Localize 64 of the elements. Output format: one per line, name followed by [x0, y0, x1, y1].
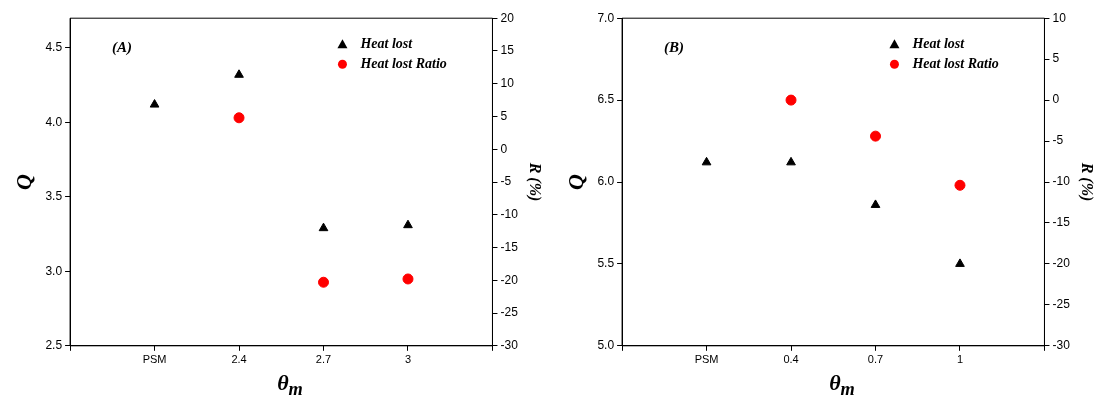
y2-tick-label: -25: [1052, 297, 1071, 312]
point: [318, 222, 329, 232]
y2-tick-label: -10: [500, 207, 519, 222]
annotation: (B): [664, 39, 685, 57]
point: [233, 112, 245, 124]
y2-tick-label: 10: [500, 76, 515, 91]
y2-tick-label: -5: [500, 174, 512, 189]
point: [785, 94, 797, 106]
y2-tick-label: 0: [1052, 92, 1060, 107]
y2-tick-label: -15: [500, 239, 519, 254]
x-tick-label: 1: [956, 353, 964, 366]
y-tick-label: 5.0: [597, 338, 615, 353]
legend-label: Heat lost Ratio: [911, 55, 999, 71]
y2-tick-label: -10: [1052, 174, 1071, 189]
point: [318, 276, 330, 288]
x-tick-label: 0.7: [867, 353, 884, 366]
y2-tick-label: 0: [500, 141, 508, 156]
y2-tick-label: 20: [500, 10, 515, 25]
x-tick-label: PSM: [142, 353, 167, 366]
y2-tick-label: -25: [500, 305, 519, 320]
point: [870, 199, 881, 208]
point: [955, 258, 965, 267]
y-tick-label: 4.5: [45, 40, 63, 55]
y2-axis-title: R (%): [1078, 161, 1097, 202]
point: [954, 179, 966, 191]
point: [403, 219, 413, 229]
y-axis-title: Q: [562, 173, 588, 190]
x-tick-label: 3: [404, 353, 412, 366]
x-tick-label: 0.4: [783, 353, 799, 366]
y-tick-label: 5.5: [597, 256, 615, 271]
x-tick-label: PSM: [694, 353, 719, 366]
y-tick-label: 7.0: [597, 10, 615, 25]
y2-tick-label: -30: [1052, 338, 1071, 353]
y2-tick-label: -5: [1052, 133, 1064, 148]
point: [701, 156, 712, 166]
point: [234, 69, 244, 78]
annotation: (A): [112, 39, 133, 57]
y2-tick-label: -20: [500, 272, 519, 287]
y-tick-label: 6.5: [597, 92, 615, 107]
y2-tick-label: -15: [1052, 215, 1071, 230]
y2-tick-label: 10: [1052, 10, 1067, 25]
y2-tick-label: 5: [1052, 51, 1060, 66]
point: [149, 99, 160, 108]
point: [870, 130, 882, 142]
y-tick-label: 2.5: [45, 338, 63, 353]
y2-tick-label: 15: [500, 43, 515, 58]
y-tick-label: 6.0: [597, 174, 615, 189]
x-axis-title: θ$_{m}$: [276, 370, 304, 401]
y-tick-label: 3.0: [45, 263, 63, 278]
legend-label: Heat lost Ratio: [359, 55, 447, 71]
y2-axis-title: R (%): [526, 161, 545, 202]
y-tick-label: 4.0: [45, 114, 63, 129]
y2-tick-label: -20: [1052, 256, 1071, 271]
x-tick-label: 2.4: [231, 353, 247, 366]
y2-tick-label: -30: [500, 338, 519, 353]
x-tick-label: 2.7: [315, 353, 332, 366]
point: [402, 273, 414, 285]
legend-label: Heat lost: [911, 35, 966, 51]
y-tick-label: 3.5: [45, 189, 63, 204]
point: [786, 156, 796, 166]
legend-label: Heat lost: [359, 35, 414, 51]
x-axis-title: θ$_{m}$: [828, 370, 856, 401]
y2-tick-label: 5: [500, 108, 508, 123]
y-axis-title: Q: [10, 173, 36, 190]
